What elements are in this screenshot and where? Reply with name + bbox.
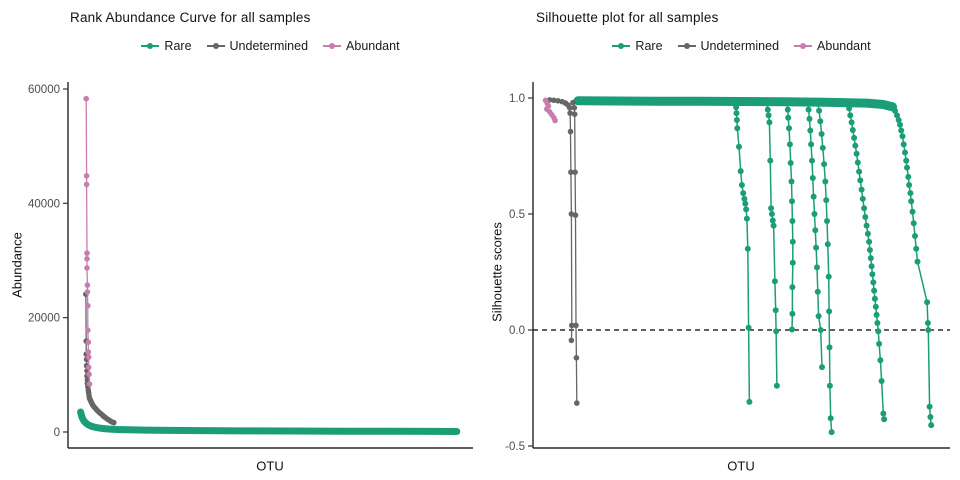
svg-text:0.0: 0.0 bbox=[509, 325, 525, 337]
left-chart-title: Rank Abundance Curve for all samples bbox=[70, 10, 311, 25]
right-chart-title: Silhouette plot for all samples bbox=[536, 10, 719, 25]
left-x-axis-title: OTU bbox=[256, 458, 284, 474]
legend-item-rare: Rare bbox=[612, 39, 663, 53]
legend-item-abundant: Abundant bbox=[323, 39, 400, 53]
svg-text:-0.5: -0.5 bbox=[505, 441, 525, 453]
right-x-axis-title: OTU bbox=[727, 458, 755, 474]
legend-item-abundant: Abundant bbox=[794, 39, 871, 53]
legend-label-undetermined: Undetermined bbox=[700, 39, 780, 53]
legend-label-abundant: Abundant bbox=[817, 39, 871, 53]
legend-label-rare: Rare bbox=[635, 39, 663, 53]
svg-text:0.5: 0.5 bbox=[509, 209, 525, 221]
svg-text:40000: 40000 bbox=[28, 198, 60, 210]
svg-text:60000: 60000 bbox=[28, 84, 60, 96]
svg-text:20000: 20000 bbox=[28, 313, 60, 325]
legend-item-undetermined: Undetermined bbox=[677, 39, 780, 53]
abundant-key-icon bbox=[794, 39, 813, 53]
right-y-axis-title: Silhouette scores bbox=[489, 222, 505, 322]
left-legend: Rare Undetermined Abundant bbox=[68, 37, 473, 55]
legend-item-rare: Rare bbox=[141, 39, 192, 53]
legend-item-undetermined: Undetermined bbox=[206, 39, 309, 53]
undetermined-key-icon bbox=[206, 39, 225, 53]
legend-label-rare: Rare bbox=[164, 39, 192, 53]
rare-key-icon bbox=[612, 39, 631, 53]
svg-text:0: 0 bbox=[54, 427, 60, 439]
undetermined-key-icon bbox=[677, 39, 696, 53]
right-legend: Rare Undetermined Abundant bbox=[533, 37, 950, 55]
svg-text:1.0: 1.0 bbox=[509, 93, 525, 105]
abundant-key-icon bbox=[323, 39, 342, 53]
left-y-axis-title: Abundance bbox=[9, 232, 25, 298]
legend-label-undetermined: Undetermined bbox=[229, 39, 309, 53]
rare-key-icon bbox=[141, 39, 160, 53]
legend-label-abundant: Abundant bbox=[346, 39, 400, 53]
